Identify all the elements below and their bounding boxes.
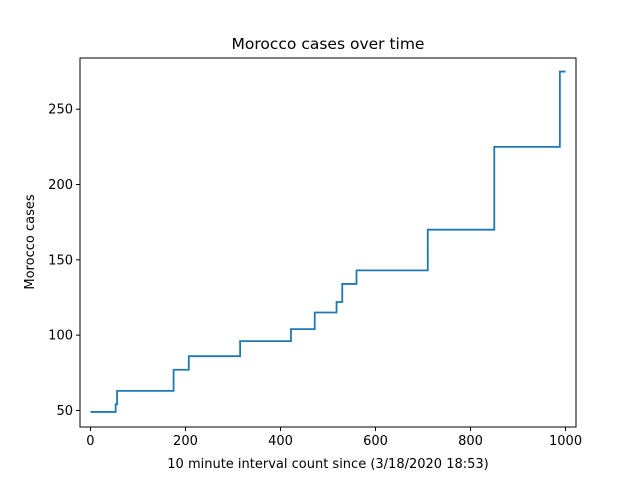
series-line-0 <box>90 70 566 413</box>
plot-area <box>90 70 566 413</box>
y-tick-label-100: 100 <box>48 329 73 344</box>
y-tick-label-200: 200 <box>48 178 73 193</box>
x-tick-label-0: 0 <box>86 434 94 449</box>
y-tick-label-50: 50 <box>56 404 73 419</box>
x-tick-label-400: 400 <box>268 434 293 449</box>
x-axis-label: 10 minute interval count since (3/18/202… <box>167 457 488 472</box>
x-tick-label-800: 800 <box>458 434 483 449</box>
y-tick-label-250: 250 <box>48 103 73 118</box>
y-tick-label-150: 150 <box>48 253 73 268</box>
axes: 0 200 400 600 800 1000 50 100 150 200 250 <box>48 57 582 449</box>
axes-frame <box>79 57 577 428</box>
x-tick-label-600: 600 <box>363 434 388 449</box>
x-tick-label-1000: 1000 <box>549 434 582 449</box>
chart-title: Morocco cases over time <box>232 35 425 53</box>
x-tick-label-200: 200 <box>173 434 198 449</box>
y-axis-label: Morocco cases <box>23 194 38 289</box>
